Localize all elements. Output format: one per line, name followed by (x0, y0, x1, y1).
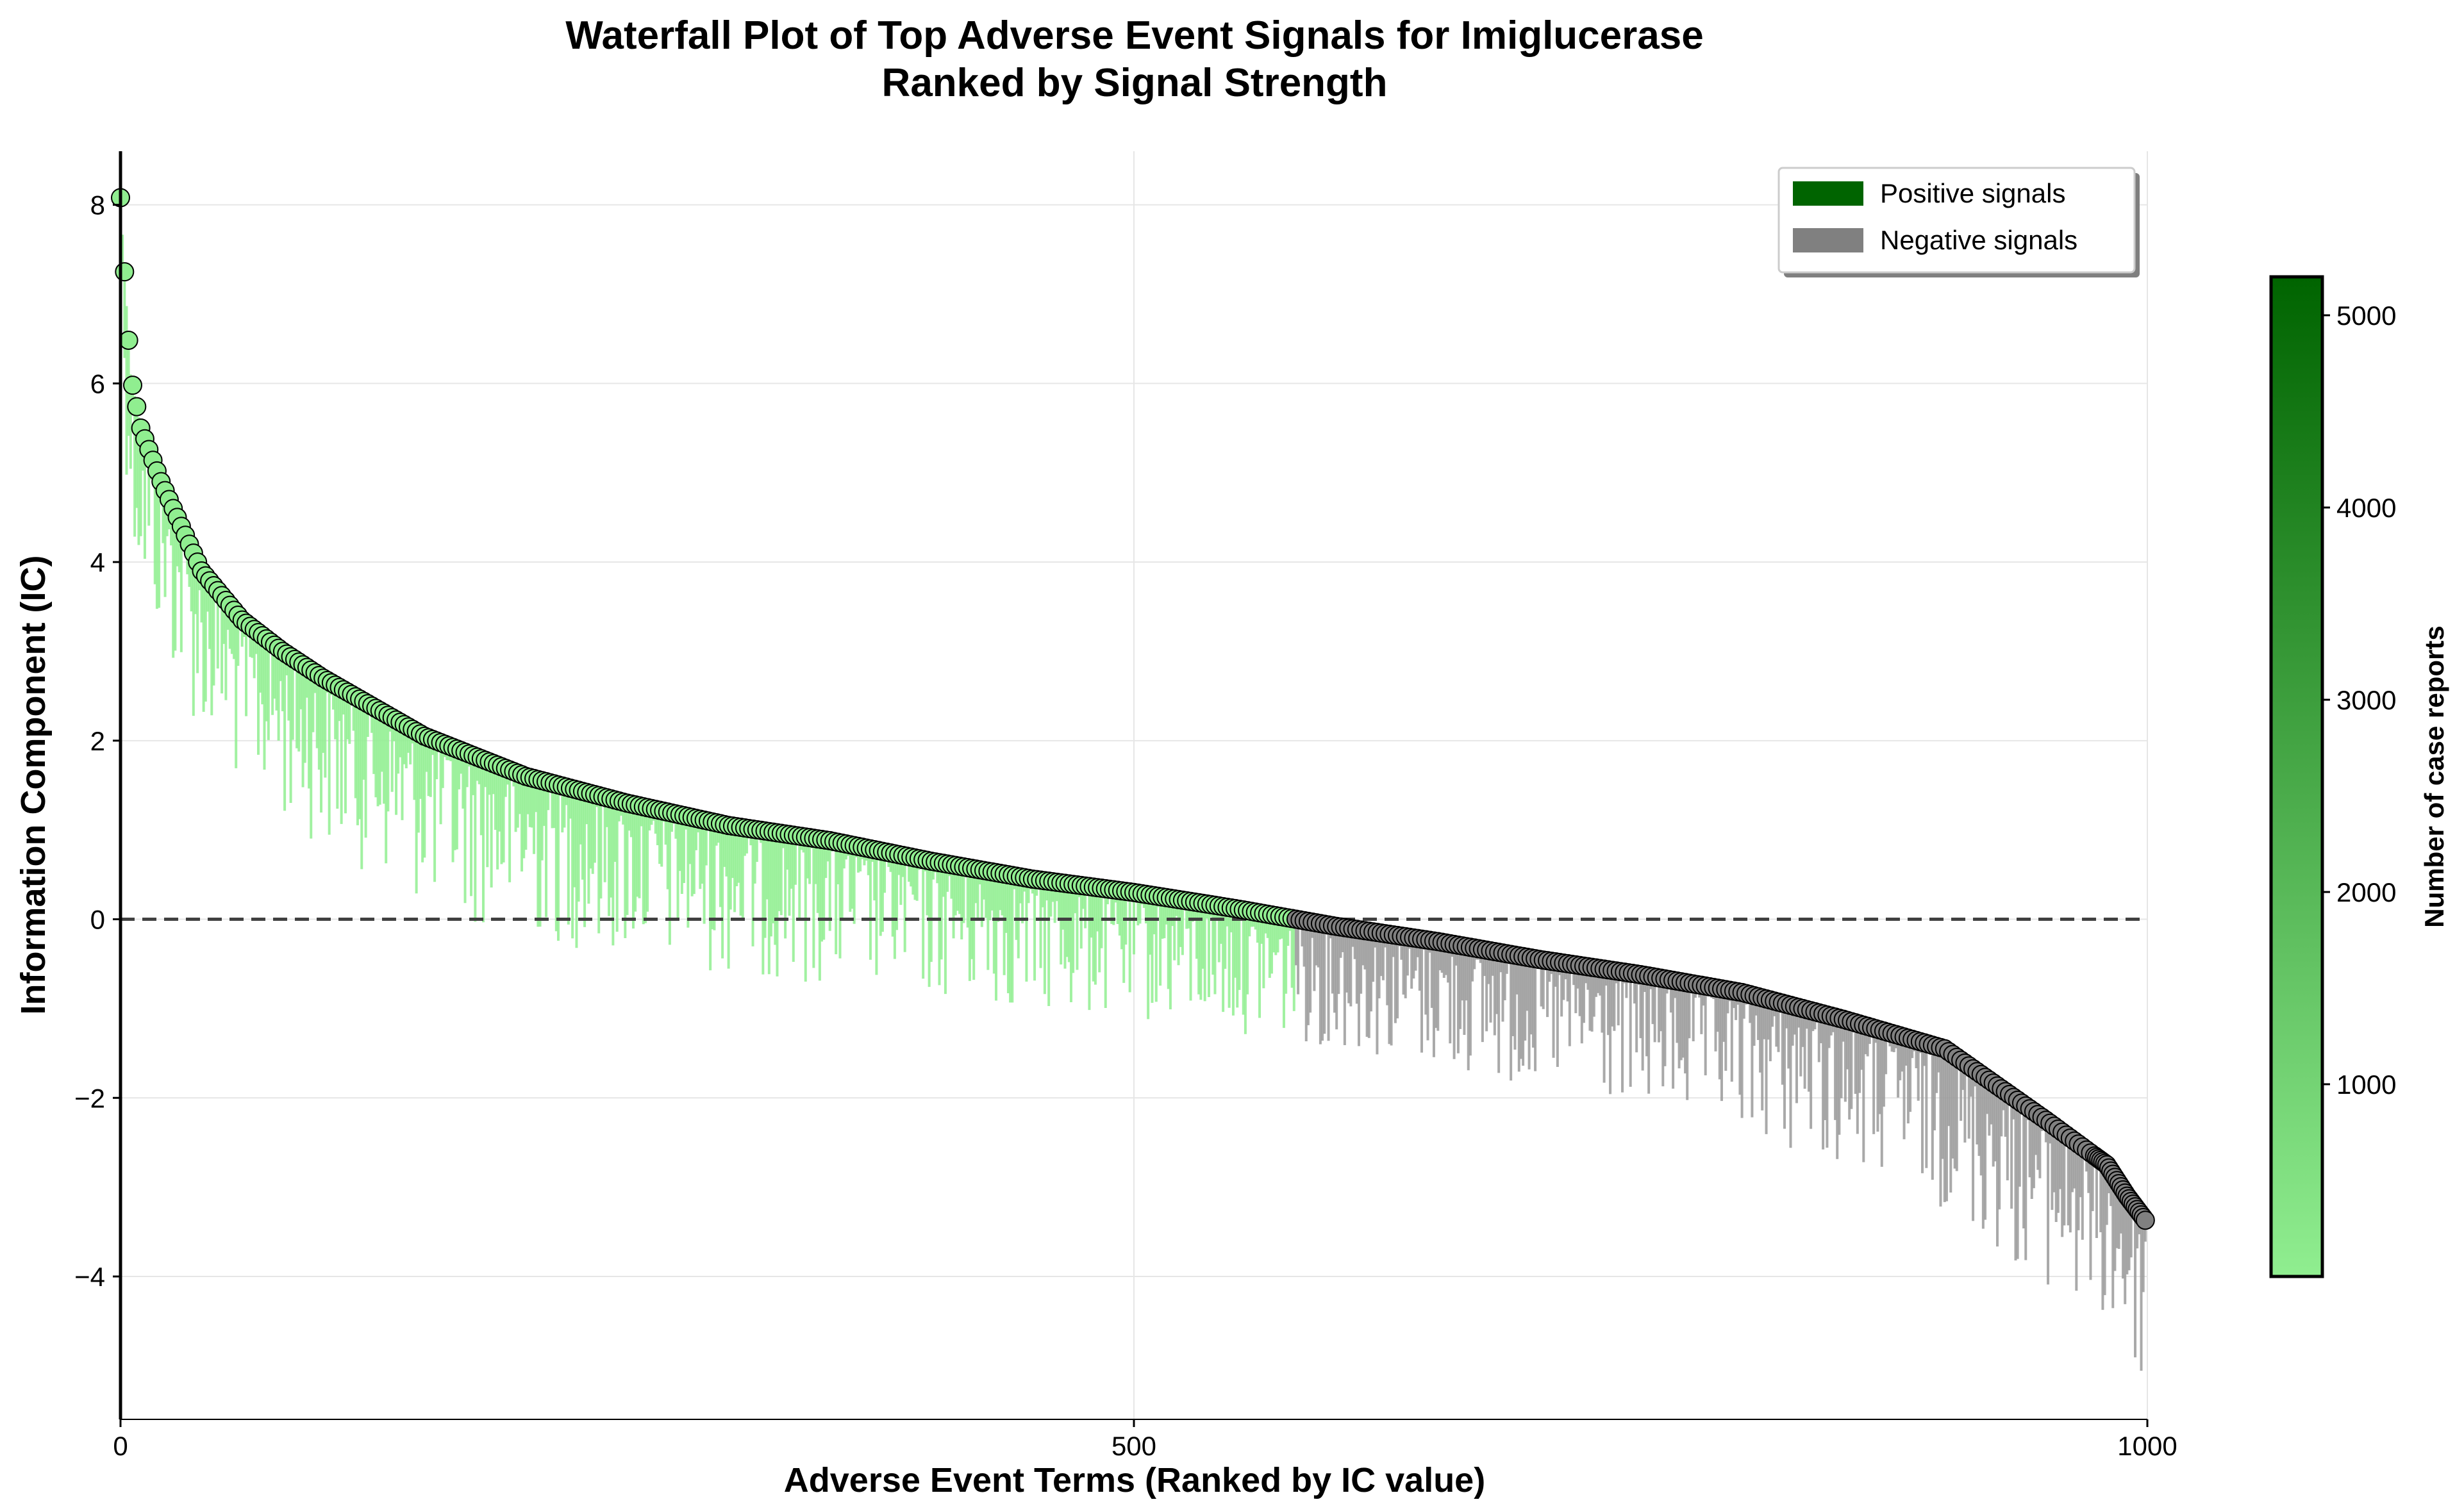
ic-marker (122, 376, 142, 395)
ic-marker (119, 330, 138, 350)
colorbar-tick-label: 2000 (2336, 877, 2396, 907)
ic-marker (127, 397, 147, 417)
legend-positive-swatch (1793, 181, 1863, 206)
chart-subtitle: Ranked by Signal Strength (882, 61, 1388, 105)
y-tick-label: 4 (90, 547, 105, 577)
x-tick-label: 1000 (2117, 1431, 2177, 1461)
ic-markers (111, 188, 2155, 1230)
colorbar-tick-label: 5000 (2336, 301, 2396, 331)
colorbar: 1000 2000 3000 4000 5000 Number of case repo… (2269, 275, 2449, 1278)
legend-positive-label: Positive signals (1880, 178, 2065, 208)
y-tick-label: −4 (74, 1262, 105, 1292)
colorbar-tick-label: 1000 (2336, 1069, 2396, 1100)
legend-box (1777, 167, 2136, 274)
legend: Positive signals Negative signals (1777, 167, 2136, 274)
chart-title: Waterfall Plot of Top Adverse Event Sign… (565, 13, 1703, 58)
ic-bars (119, 197, 2147, 1371)
colorbar-ticks: 1000 2000 3000 4000 5000 (2322, 301, 2396, 1100)
colorbar-tick-label: 4000 (2336, 493, 2396, 523)
x-axis-label: Adverse Event Terms (Ranked by IC value) (784, 1461, 1485, 1499)
x-ticks: 0 500 1000 (113, 1419, 2177, 1461)
ic-marker (2135, 1210, 2155, 1230)
y-tick-label: 2 (90, 726, 105, 756)
legend-negative-swatch (1793, 228, 1863, 252)
y-tick-label: 8 (90, 190, 105, 220)
y-tick-label: −2 (74, 1083, 105, 1113)
y-tick-label: 0 (90, 905, 105, 935)
colorbar-gradient (2269, 275, 2324, 1278)
legend-negative-label: Negative signals (1880, 225, 2077, 255)
y-ticks: −4 −2 0 2 4 6 8 (74, 190, 121, 1292)
y-tick-label: 6 (90, 368, 105, 399)
colorbar-tick-label: 3000 (2336, 685, 2396, 715)
colorbar-label: Number of case reports (2419, 625, 2449, 927)
x-tick-label: 500 (1111, 1431, 1156, 1461)
x-tick-label: 0 (113, 1431, 128, 1461)
ic-marker (115, 262, 135, 282)
y-axis-label: Information Component (IC) (14, 556, 53, 1015)
